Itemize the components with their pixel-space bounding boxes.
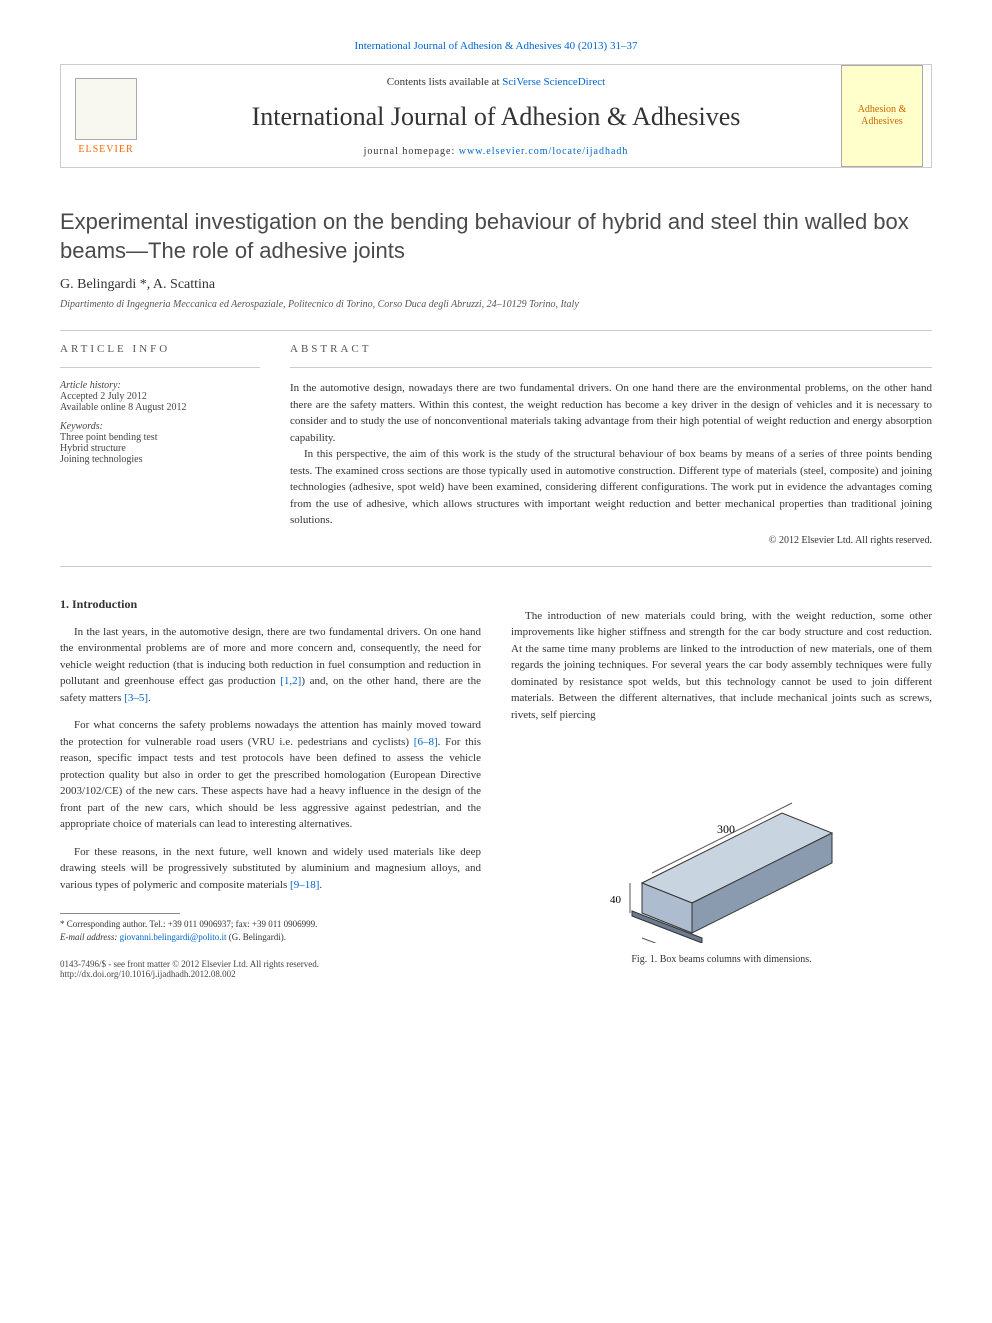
history-label: Article history: bbox=[60, 380, 260, 391]
ref-3-5[interactable]: [3–5] bbox=[124, 692, 148, 704]
abstract-divider bbox=[290, 367, 932, 368]
homepage-link[interactable]: www.elsevier.com/locate/ijadhadh bbox=[459, 146, 629, 157]
left-column: 1. Introduction In the last years, in th… bbox=[60, 597, 481, 980]
divider bbox=[60, 330, 932, 331]
dim-300: 300 bbox=[717, 822, 735, 836]
abstract-column: ABSTRACT In the automotive design, nowad… bbox=[290, 343, 932, 546]
homepage-prefix: journal homepage: bbox=[364, 146, 459, 157]
section-1-heading: 1. Introduction bbox=[60, 597, 481, 612]
abstract-copyright: © 2012 Elsevier Ltd. All rights reserved… bbox=[290, 535, 932, 546]
footnote-separator bbox=[60, 913, 180, 914]
ref-6-8[interactable]: [6–8] bbox=[414, 736, 438, 748]
journal-header: ELSEVIER Contents lists available at Sci… bbox=[60, 64, 932, 168]
online-date: Available online 8 August 2012 bbox=[60, 402, 260, 413]
dim-40a: 40 bbox=[610, 894, 622, 906]
keywords-label: Keywords: bbox=[60, 421, 260, 432]
keyword-3: Joining technologies bbox=[60, 454, 260, 465]
info-divider bbox=[60, 367, 260, 368]
ref-1-2[interactable]: [1,2] bbox=[280, 675, 301, 687]
header-center: Contents lists available at SciVerse Sci… bbox=[151, 66, 841, 167]
p3-b: . bbox=[319, 879, 322, 891]
journal-cover: Adhesion & Adhesives bbox=[841, 65, 923, 167]
journal-citation[interactable]: International Journal of Adhesion & Adhe… bbox=[60, 40, 932, 52]
abstract-heading: ABSTRACT bbox=[290, 343, 932, 355]
elsevier-tree-icon bbox=[75, 78, 137, 140]
email-label: E-mail address: bbox=[60, 932, 120, 942]
intro-p2: For what concerns the safety problems no… bbox=[60, 717, 481, 833]
info-abstract-row: ARTICLE INFO Article history: Accepted 2… bbox=[60, 343, 932, 546]
elsevier-label: ELSEVIER bbox=[78, 144, 133, 155]
article-info: ARTICLE INFO Article history: Accepted 2… bbox=[60, 343, 260, 546]
intro-p4: The introduction of new materials could … bbox=[511, 608, 932, 724]
cover-text-2: Adhesives bbox=[861, 116, 903, 128]
journal-homepage: journal homepage: www.elsevier.com/locat… bbox=[161, 146, 831, 157]
email-name: (G. Belingardi). bbox=[226, 932, 285, 942]
article-title: Experimental investigation on the bendin… bbox=[60, 208, 932, 265]
affiliation: Dipartimento di Ingegneria Meccanica ed … bbox=[60, 299, 932, 310]
contents-prefix: Contents lists available at bbox=[387, 76, 502, 88]
divider-2 bbox=[60, 566, 932, 567]
abstract-p2: In this perspective, the aim of this wor… bbox=[290, 446, 932, 529]
contents-line: Contents lists available at SciVerse Sci… bbox=[161, 76, 831, 88]
authors: G. Belingardi *, A. Scattina bbox=[60, 277, 932, 293]
article-info-heading: ARTICLE INFO bbox=[60, 343, 260, 355]
p1-c: . bbox=[148, 692, 151, 704]
keyword-2: Hybrid structure bbox=[60, 443, 260, 454]
email-line: E-mail address: giovanni.belingardi@poli… bbox=[60, 931, 481, 944]
right-column: The introduction of new materials could … bbox=[511, 597, 932, 980]
figure-1: 300 40 40 15 Fig. 1. Box beams columns w… bbox=[511, 743, 932, 965]
email-link[interactable]: giovanni.belingardi@polito.it bbox=[120, 932, 227, 942]
intro-p1: In the last years, in the automotive des… bbox=[60, 624, 481, 707]
figure-1-caption: Fig. 1. Box beams columns with dimension… bbox=[511, 954, 932, 965]
footer-line-1: 0143-7496/$ - see front matter © 2012 El… bbox=[60, 959, 481, 969]
footer-line-2: http://dx.doi.org/10.1016/j.ijadhadh.201… bbox=[60, 969, 481, 979]
intro-p3: For these reasons, in the next future, w… bbox=[60, 844, 481, 894]
elsevier-logo: ELSEVIER bbox=[61, 66, 151, 166]
abstract-p1: In the automotive design, nowadays there… bbox=[290, 380, 932, 446]
sciencedirect-link[interactable]: SciVerse ScienceDirect bbox=[502, 76, 605, 88]
p2-b: . For this reason, specific impact tests… bbox=[60, 736, 481, 831]
keyword-1: Three point bending test bbox=[60, 432, 260, 443]
accepted-date: Accepted 2 July 2012 bbox=[60, 391, 260, 402]
dim-line-40b bbox=[642, 938, 682, 943]
cover-text-1: Adhesion & bbox=[858, 104, 907, 116]
body-columns: 1. Introduction In the last years, in th… bbox=[60, 597, 932, 980]
figure-1-svg: 300 40 40 15 bbox=[582, 743, 862, 943]
journal-name: International Journal of Adhesion & Adhe… bbox=[161, 102, 831, 132]
ref-9-18[interactable]: [9–18] bbox=[290, 879, 319, 891]
corresponding-author: * Corresponding author. Tel.: +39 011 09… bbox=[60, 918, 481, 931]
p3-a: For these reasons, in the next future, w… bbox=[60, 846, 481, 891]
